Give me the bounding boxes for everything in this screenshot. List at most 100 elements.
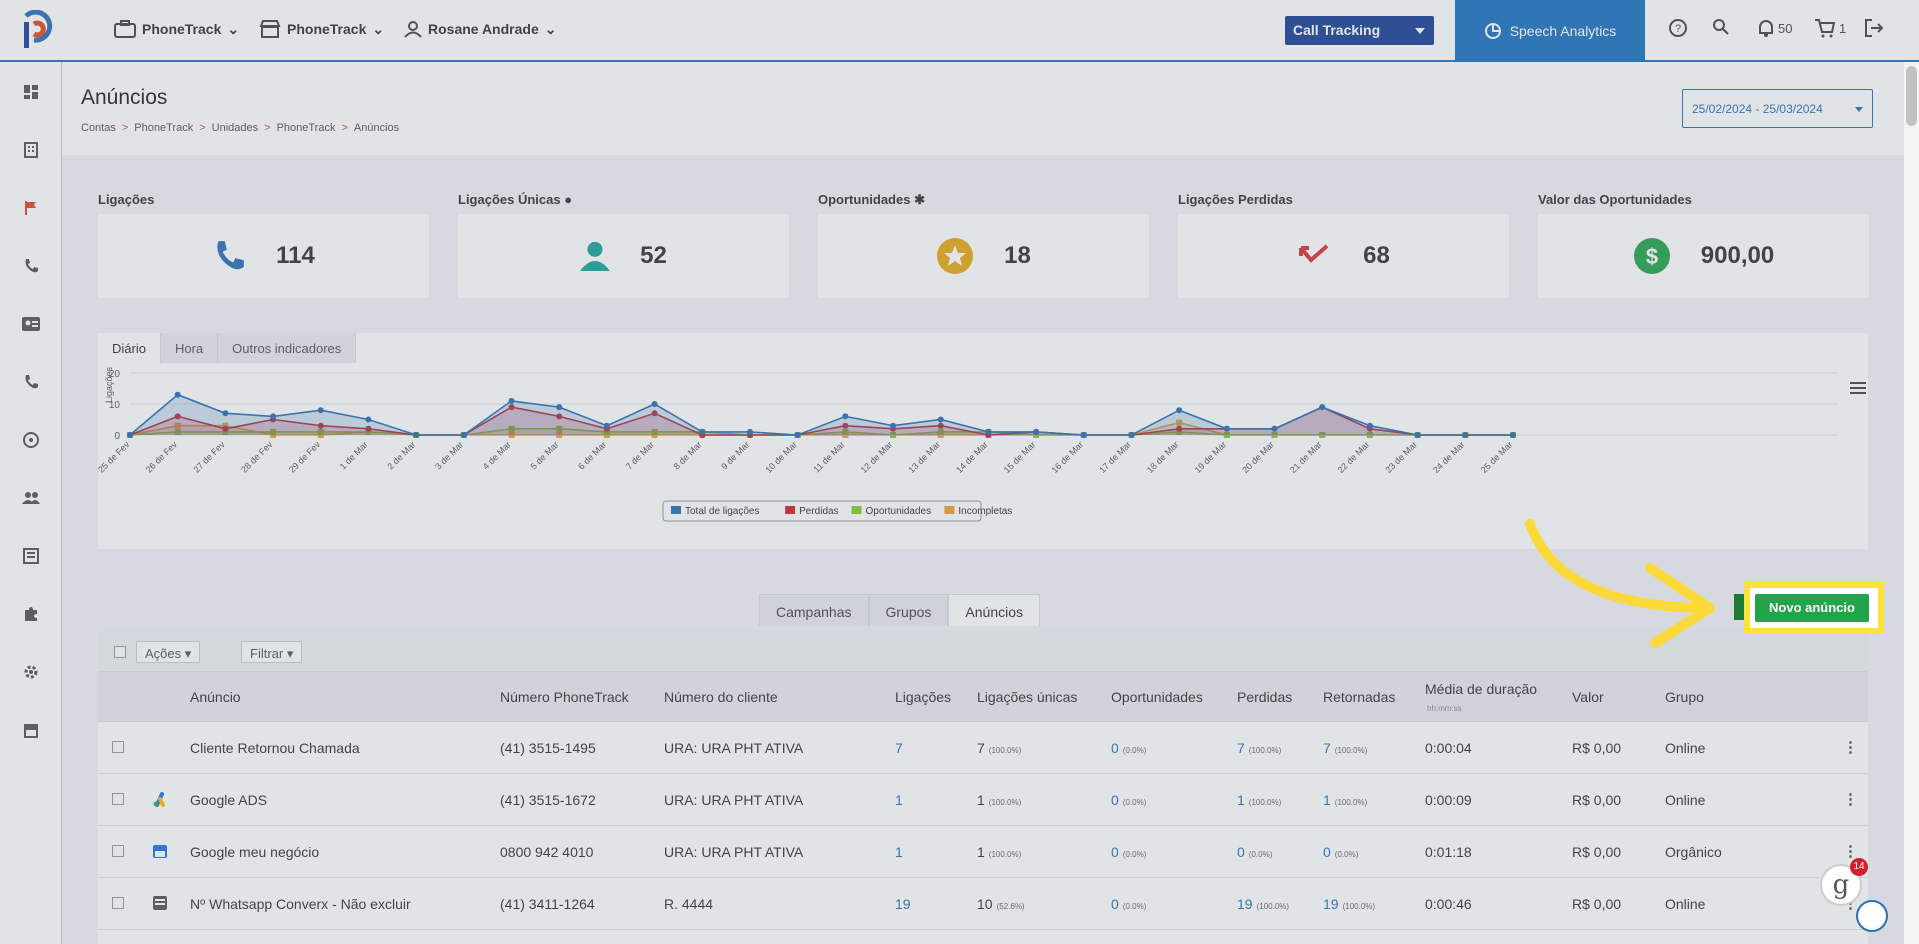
page-scrollbar[interactable] [1904, 62, 1919, 944]
logout-button[interactable] [1864, 18, 1884, 38]
returned-pct: (0.0%) [1334, 850, 1359, 859]
opportunities-link[interactable]: 0 [1111, 740, 1119, 756]
chart-menu-button[interactable] [1850, 381, 1866, 400]
col-client-number[interactable]: Número do cliente [664, 689, 778, 705]
returned-link[interactable]: 19 [1323, 896, 1339, 912]
data-point [222, 428, 229, 435]
data-point [937, 428, 944, 435]
breadcrumb-item[interactable]: Unidades [211, 122, 259, 134]
sidebar-item-accounts[interactable] [21, 140, 41, 160]
sidebar-item-phones[interactable] [21, 372, 41, 392]
sidebar-item-explore[interactable] [21, 430, 41, 450]
calls-link[interactable]: 1 [895, 792, 903, 808]
caret-down-icon: ▾ [286, 646, 294, 661]
col-group[interactable]: Grupo [1665, 689, 1704, 705]
help-button[interactable]: ? [1668, 18, 1688, 38]
filter-dropdown[interactable]: Filtrar ▾ [241, 641, 303, 663]
missed-link[interactable]: 7 [1237, 740, 1245, 756]
row-checkbox[interactable] [112, 793, 124, 805]
product-select[interactable]: Call Tracking [1285, 16, 1434, 45]
col-avg-duration[interactable]: Média de duração [1425, 681, 1538, 697]
help-widget-button[interactable] [1856, 900, 1888, 932]
select-all-checkbox[interactable] [114, 646, 126, 658]
caret-down-icon [1855, 107, 1863, 112]
date-range-picker[interactable]: 25/02/2024 - 25/03/2024 [1682, 89, 1873, 128]
sidebar-item-integrations[interactable] [21, 604, 41, 624]
breadcrumb-item[interactable]: PhoneTrack [134, 122, 194, 134]
row-menu-button[interactable]: ⋮ [1843, 791, 1858, 808]
calls-link[interactable]: 1 [895, 844, 903, 860]
x-tick-label: 6 de Mar [576, 439, 608, 471]
ad-name[interactable]: Google meu negócio [190, 844, 320, 860]
table-row[interactable]: Google ADS (41) 3515-1672 URA: URA PHT ATI… [98, 774, 1868, 826]
actions-dropdown[interactable]: Ações ▾ [136, 641, 201, 663]
tab-hourly[interactable]: Hora [160, 333, 219, 363]
data-point [1176, 425, 1183, 432]
ad-name[interactable]: Nº Whatsapp Converx - Não excluir [190, 896, 411, 912]
returned-link[interactable]: 1 [1323, 792, 1331, 808]
legend-swatch [944, 506, 955, 514]
missed-link[interactable]: 0 [1237, 844, 1245, 860]
row-menu-button[interactable]: ⋮ [1843, 843, 1858, 860]
table-row[interactable]: Cliente Retornou Chamada (41) 3515-1495 UR… [98, 722, 1868, 774]
breadcrumb-item[interactable]: PhoneTrack [276, 122, 336, 134]
missed-link[interactable]: 1 [1237, 792, 1245, 808]
col-value[interactable]: Valor [1572, 689, 1604, 705]
calls-link[interactable]: 19 [895, 896, 911, 912]
ad-name[interactable]: Cliente Retornou Chamada [190, 740, 360, 756]
tab-campaigns[interactable]: Campanhas [759, 594, 869, 626]
notifications-button[interactable]: 50 [1757, 18, 1792, 38]
sidebar-item-campaigns[interactable] [21, 198, 41, 218]
tab-groups[interactable]: Grupos [868, 594, 949, 626]
sidebar-item-dashboard[interactable] [21, 82, 41, 102]
sidebar-item-settings[interactable] [21, 662, 41, 682]
new-ad-button[interactable]: Novo anúncio [1755, 594, 1869, 622]
returned-pct: (100.0%) [1342, 902, 1376, 911]
col-returned[interactable]: Retornadas [1323, 689, 1396, 705]
table-row[interactable]: Google meu negócio 0800 942 4010 URA: URA … [98, 826, 1868, 878]
table-row[interactable]: Nº Whatsapp Converx - Não excluir (41) 34… [98, 878, 1868, 930]
col-opportunities[interactable]: Oportunidades [1111, 689, 1203, 705]
ad-name[interactable]: Google ADS [190, 792, 268, 808]
col-calls[interactable]: Ligações [895, 689, 952, 705]
phonetrack-logo[interactable] [20, 10, 54, 50]
row-checkbox[interactable] [112, 845, 124, 857]
chat-widget-button[interactable]: g [1820, 864, 1862, 906]
sidebar-item-users[interactable] [21, 488, 41, 508]
nav-unit[interactable]: PhoneTrack ⌄ [259, 20, 384, 38]
missed-link[interactable]: 19 [1237, 896, 1253, 912]
row-checkbox[interactable] [112, 741, 124, 753]
tab-ads[interactable]: Anúncios [948, 594, 1041, 626]
gear-icon[interactable]: ✱ [914, 192, 925, 207]
opportunities-pct: (0.0%) [1122, 798, 1147, 807]
opportunities: 0 (0.0%) [1111, 740, 1146, 756]
row-menu-button[interactable]: ⋮ [1843, 739, 1858, 756]
opportunities-link[interactable]: 0 [1111, 896, 1119, 912]
tab-other-indicators[interactable]: Outros indicadores [218, 333, 357, 363]
question-circle-icon[interactable]: ● [564, 192, 573, 207]
opportunities-link[interactable]: 0 [1111, 844, 1119, 860]
calls-link[interactable]: 7 [895, 740, 903, 756]
col-missed[interactable]: Perdidas [1237, 689, 1293, 705]
cart-button[interactable]: 1 [1814, 18, 1846, 38]
nav-account[interactable]: PhoneTrack ⌄ [114, 20, 239, 38]
page-scrollbar-thumb[interactable] [1906, 66, 1917, 126]
y-tick-label: 0 [114, 431, 120, 442]
returned-link[interactable]: 7 [1323, 740, 1331, 756]
breadcrumb-item[interactable]: Contas [81, 122, 116, 134]
data-point [1128, 432, 1135, 438]
sidebar-item-contacts[interactable] [21, 314, 41, 334]
speech-analytics-button[interactable]: Speech Analytics [1455, 0, 1645, 62]
col-unique-calls[interactable]: Ligações únicas [977, 689, 1078, 705]
sidebar-item-calls[interactable] [21, 256, 41, 276]
nav-user[interactable]: Rosane Andrade ⌄ [404, 20, 556, 38]
col-ad[interactable]: Anúncio [190, 689, 241, 705]
row-checkbox[interactable] [112, 897, 124, 909]
sidebar-item-reports[interactable] [21, 546, 41, 566]
opportunities-link[interactable]: 0 [1111, 792, 1119, 808]
returned-link[interactable]: 0 [1323, 844, 1331, 860]
sidebar-item-store[interactable] [21, 720, 41, 740]
col-phonetrack-number[interactable]: Número PhoneTrack [500, 689, 629, 705]
search-button[interactable] [1712, 18, 1730, 36]
tab-daily[interactable]: Diário [98, 333, 161, 363]
